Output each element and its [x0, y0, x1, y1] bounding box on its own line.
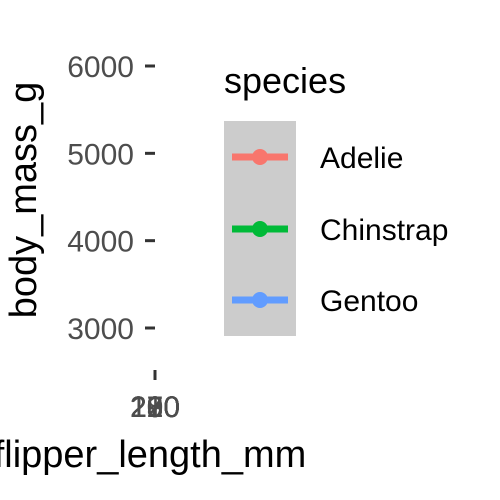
x-tick-label: 170 — [130, 391, 180, 424]
y-tick-label: 3000 — [67, 313, 134, 346]
x-tick-label: 230 — [130, 391, 180, 424]
legend: species Adelie Chinstrap Gentoo — [224, 60, 448, 336]
legend-key-point — [252, 221, 268, 237]
legend-key-point — [252, 292, 268, 308]
legend-label: Gentoo — [320, 285, 418, 318]
x-tick-label: 200 — [130, 391, 180, 424]
y-axis-title: body_mass_g — [3, 82, 45, 319]
legend-item: Chinstrap — [232, 214, 448, 247]
legend-label: Adelie — [320, 142, 403, 175]
x-tick-label: 180 — [130, 391, 180, 424]
legend-title: species — [224, 60, 346, 101]
x-axis-title: flipper_length_mm — [0, 434, 306, 476]
legend-item: Adelie — [232, 142, 403, 175]
x-tick-label: 220 — [130, 391, 180, 424]
y-axis: 3000 4000 5000 6000 — [67, 51, 155, 346]
y-tick-label: 6000 — [67, 51, 134, 84]
legend-label: Chinstrap — [320, 214, 448, 247]
y-tick-label: 4000 — [67, 226, 134, 259]
legend-items: Adelie Chinstrap Gentoo — [232, 142, 448, 318]
x-tick-label: 190 — [130, 391, 180, 424]
x-tick-label: 210 — [130, 391, 180, 424]
legend-key-point — [252, 149, 268, 165]
legend-item: Gentoo — [232, 285, 418, 318]
y-tick-label: 5000 — [67, 138, 134, 171]
